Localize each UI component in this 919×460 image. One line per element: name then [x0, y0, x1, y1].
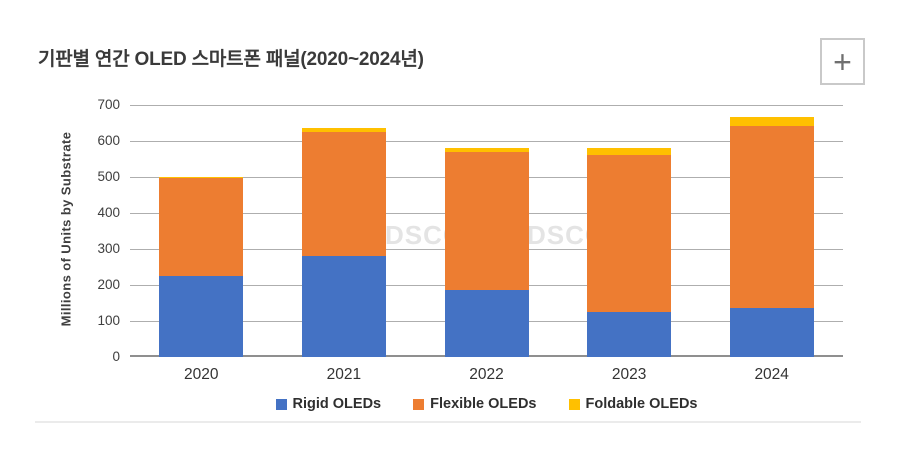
legend-label: Rigid OLEDs	[292, 396, 382, 412]
legend-swatch-icon	[275, 398, 287, 410]
stacked-bar-2022	[444, 148, 529, 357]
zoom-in-button[interactable]: +	[820, 38, 865, 85]
legend-item-foldable-oleds: Foldable OLEDs	[568, 396, 698, 412]
stacked-bar-2024	[729, 116, 814, 357]
y-tick-label: 400	[97, 205, 120, 220]
x-tick-label: 2024	[754, 366, 789, 383]
legend-label: Flexible OLEDs	[430, 396, 537, 412]
legend: Rigid OLEDs Flexible OLEDs Foldable OLEDs	[130, 396, 843, 412]
bar-segment-flexible-oleds	[587, 155, 672, 312]
y-tick-label: 300	[97, 241, 120, 256]
y-tick-label: 0	[112, 349, 120, 364]
x-tick-label: 2023	[611, 366, 647, 383]
bar-segment-foldable-oleds	[301, 128, 386, 133]
bar-segment-flexible-oleds	[729, 125, 814, 309]
x-tick-label: 2020	[184, 366, 219, 383]
y-tick-label: 100	[97, 313, 120, 328]
y-axis-title: Millions of Units by Substrate	[58, 131, 74, 327]
legend-swatch-icon	[568, 398, 580, 410]
stacked-bar-2021	[301, 128, 386, 357]
bar-segment-rigid-oleds	[301, 256, 386, 357]
legend-item-rigid-oleds: Rigid OLEDs	[275, 396, 382, 412]
bar-segment-flexible-oleds	[444, 151, 529, 291]
legend-label: Foldable OLEDs	[585, 396, 698, 412]
x-tick-label: 2021	[326, 366, 362, 383]
y-tick-label: 200	[97, 277, 120, 292]
bar-segment-rigid-oleds	[729, 308, 814, 357]
bar-segment-rigid-oleds	[444, 290, 529, 357]
gridline	[130, 140, 843, 142]
bar-segment-foldable-oleds	[587, 148, 672, 156]
plus-icon: +	[833, 43, 852, 80]
x-tick-label: 2022	[469, 366, 504, 383]
gridline	[130, 104, 843, 106]
plot-area	[130, 104, 843, 357]
y-tick-label: 500	[97, 169, 120, 184]
bar-segment-rigid-oleds	[159, 276, 244, 357]
bar-segment-foldable-oleds	[159, 177, 244, 179]
bottom-divider	[35, 421, 861, 423]
stacked-bar-2020	[159, 177, 244, 357]
chart-title: 기판별 연간 OLED 스마트폰 패널(2020~2024년)	[38, 49, 424, 70]
y-tick-label: 600	[97, 133, 120, 148]
bar-segment-flexible-oleds	[301, 132, 386, 257]
y-tick-label: 700	[97, 97, 120, 112]
stacked-bar-2023	[587, 148, 672, 357]
legend-item-flexible-oleds: Flexible OLEDs	[413, 396, 537, 412]
bar-segment-foldable-oleds	[729, 116, 814, 126]
bar-segment-flexible-oleds	[159, 178, 244, 276]
bar-segment-foldable-oleds	[444, 148, 529, 152]
bar-segment-rigid-oleds	[587, 312, 672, 357]
legend-swatch-icon	[413, 398, 425, 410]
x-axis-labels: 2020 2021 2022 2023 2024	[130, 366, 843, 386]
